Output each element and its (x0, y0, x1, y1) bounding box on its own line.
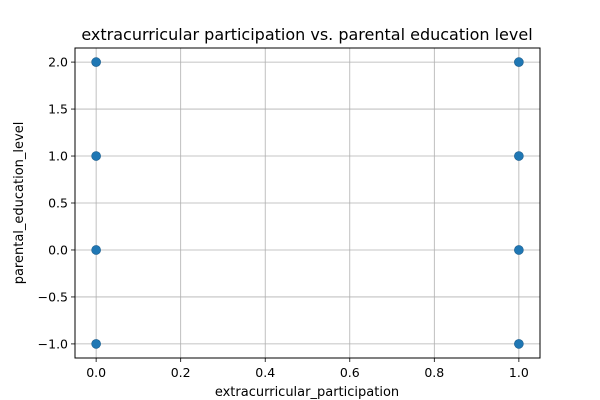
data-point (91, 245, 101, 255)
y-tick-label: −0.5 (38, 289, 68, 304)
data-point (91, 151, 101, 161)
chart-title: extracurricular participation vs. parent… (81, 25, 532, 44)
data-point (514, 339, 524, 349)
data-point (91, 339, 101, 349)
x-axis-ticks: 0.0 0.2 0.4 0.6 0.8 1.0 (86, 358, 529, 380)
x-tick-label: 0.0 (86, 365, 106, 380)
y-tick-label: −1.0 (38, 336, 68, 351)
x-tick-label: 0.8 (424, 365, 444, 380)
data-point (514, 245, 524, 255)
y-axis-label: parental_education_level (12, 122, 27, 285)
data-point (91, 57, 101, 67)
x-axis-label: extracurricular_participation (215, 385, 399, 400)
x-tick-label: 0.4 (255, 365, 275, 380)
y-axis-ticks: −1.0 −0.5 0.0 0.5 1.0 1.5 2.0 (38, 55, 75, 351)
data-points (91, 57, 524, 349)
grid-lines (75, 48, 540, 358)
data-point (514, 151, 524, 161)
y-tick-label: 2.0 (48, 55, 68, 70)
y-tick-label: 1.0 (48, 149, 68, 164)
x-tick-label: 0.6 (340, 365, 360, 380)
x-tick-label: 0.2 (171, 365, 191, 380)
y-tick-label: 0.0 (48, 242, 68, 257)
y-tick-label: 1.5 (48, 102, 68, 117)
x-tick-label: 1.0 (509, 365, 529, 380)
data-point (514, 57, 524, 67)
y-tick-label: 0.5 (48, 196, 68, 211)
